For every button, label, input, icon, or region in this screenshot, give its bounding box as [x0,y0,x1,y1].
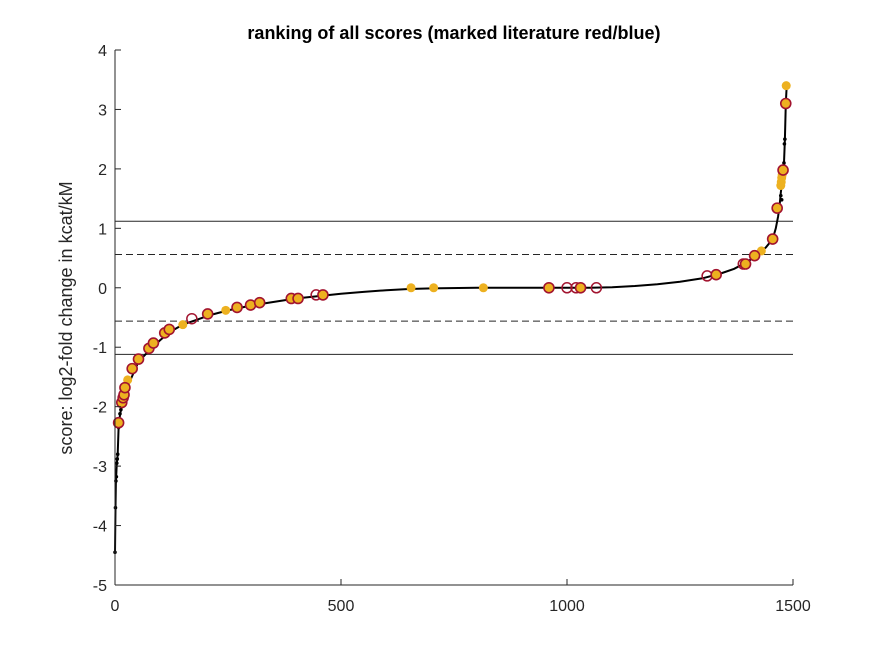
chart-title: ranking of all scores (marked literature… [247,23,660,43]
y-tick-label: -2 [93,400,107,417]
data-point [115,452,120,457]
literature-marker-circled [777,164,789,176]
data-point [782,161,786,165]
literature-marker-filled [406,283,416,293]
y-tick-label: 3 [98,102,107,119]
literature-marker-circled [574,281,587,294]
y-tick-label: -3 [93,459,107,476]
literature-marker-filled [221,305,231,315]
literature-marker-circled [147,337,160,349]
literature-marker-filled [429,283,439,293]
literature-marker-circled [112,416,125,429]
y-tick-label: -1 [93,340,107,357]
x-tick-label: 500 [328,598,355,615]
data-point [782,142,787,146]
data-point [115,461,119,465]
literature-marker-circled [766,233,779,245]
x-tick-label: 1500 [775,598,811,615]
y-tick-label: -5 [93,578,107,595]
y-tick-label: 0 [98,281,107,298]
y-tick-label: 2 [98,162,107,179]
literature-marker-filled [478,283,488,293]
axes: 0 500 1000 1500 -5 -4 -3 -2 -1 0 1 2 3 4 [93,43,811,615]
y-tick-label: 4 [98,43,107,60]
literature-marker-circled [543,281,555,294]
literature-marker-open [590,282,603,294]
data-point [778,193,783,198]
literature-marker-open [186,312,198,325]
literature-marker-circled [710,268,722,281]
x-tick-label: 0 [111,598,120,615]
literature-marker-filled [178,320,188,330]
x-tick-label: 1000 [549,598,585,615]
literature-marker-circled [132,353,145,365]
literature-marker-circled [201,308,214,320]
literature-marker-open [561,282,573,294]
y-tick-label: -4 [93,519,107,536]
y-tick-label: 1 [98,221,107,238]
literature-marker-circled [231,301,243,314]
data-point [118,412,122,416]
data-point [119,407,123,412]
data-point [783,137,787,141]
data-point [115,457,120,461]
literature-marker-circled [253,296,266,309]
literature-marker-circled [771,202,783,214]
data-point [779,198,784,202]
literature-marker-circled [317,289,329,301]
y-axis-label: score: log2-fold change in kcat/kM [56,181,76,454]
literature-marker-circled [163,323,176,336]
threshold-lines [115,220,793,355]
literature-markers [112,81,792,429]
literature-marker-circled [126,362,138,375]
literature-marker-filled [781,81,791,91]
plot-area [115,50,793,585]
literature-marker-circled [748,249,761,262]
literature-marker-circled [292,292,304,305]
literature-marker-circled [739,258,752,270]
literature-marker-circled [119,381,131,394]
literature-marker-circled [779,97,792,110]
